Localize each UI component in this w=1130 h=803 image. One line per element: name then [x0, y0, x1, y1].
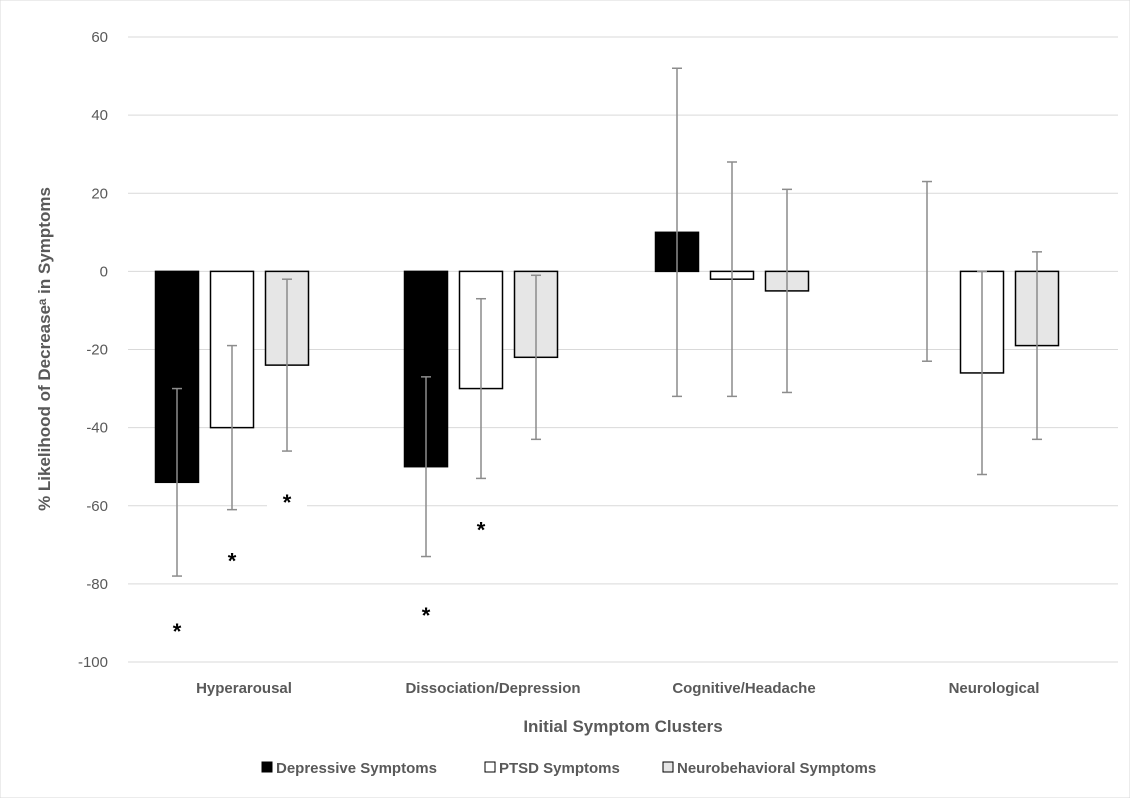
legend-swatch	[261, 761, 273, 773]
y-tick-label: -80	[86, 576, 108, 593]
y-tick-label: -100	[78, 654, 108, 671]
y-tick-label: 0	[100, 263, 108, 280]
x-axis-category-labels: Hyperarousal Dissociation/Depression Cogni…	[196, 680, 1039, 697]
significance-marker: *	[228, 549, 237, 574]
legend-swatch	[662, 761, 674, 773]
legend-swatch	[484, 761, 496, 773]
category-label: Dissociation/Depression	[405, 680, 580, 697]
category-label: Neurological	[949, 680, 1040, 697]
significance-marker: *	[173, 619, 182, 644]
significance-markers: * * * * *	[157, 481, 501, 644]
category-label: Hyperarousal	[196, 680, 292, 697]
y-axis-title: % Likelihood of Decreaseᵃ in Symptoms	[35, 187, 54, 511]
y-axis-tick-labels: 60 40 20 0 -20 -40 -60 -80 -100	[78, 29, 108, 671]
significance-marker-bg	[406, 595, 446, 626]
legend-label: Depressive Symptoms	[276, 760, 437, 777]
significance-marker: *	[283, 490, 292, 515]
legend: Depressive Symptoms PTSD Symptoms Neurobeh…	[261, 760, 876, 777]
gridlines	[128, 36, 1118, 663]
significance-marker: *	[422, 603, 431, 628]
significance-marker-bg	[212, 540, 252, 571]
significance-marker-bg	[157, 610, 197, 641]
significance-marker: *	[477, 517, 486, 542]
y-tick-label: -40	[86, 420, 108, 437]
x-axis-title: Initial Symptom Clusters	[523, 717, 722, 736]
legend-label: PTSD Symptoms	[499, 760, 620, 777]
significance-marker-bg	[267, 481, 307, 512]
significance-marker-bg	[461, 509, 501, 540]
y-tick-label: -60	[86, 498, 108, 515]
y-tick-label: 20	[91, 185, 108, 202]
error-bars	[172, 67, 1042, 577]
y-tick-label: -20	[86, 342, 108, 359]
legend-label: Neurobehavioral Symptoms	[677, 760, 876, 777]
y-tick-label: 60	[91, 29, 108, 46]
category-label: Cognitive/Headache	[672, 680, 815, 697]
y-tick-label: 40	[91, 107, 108, 124]
